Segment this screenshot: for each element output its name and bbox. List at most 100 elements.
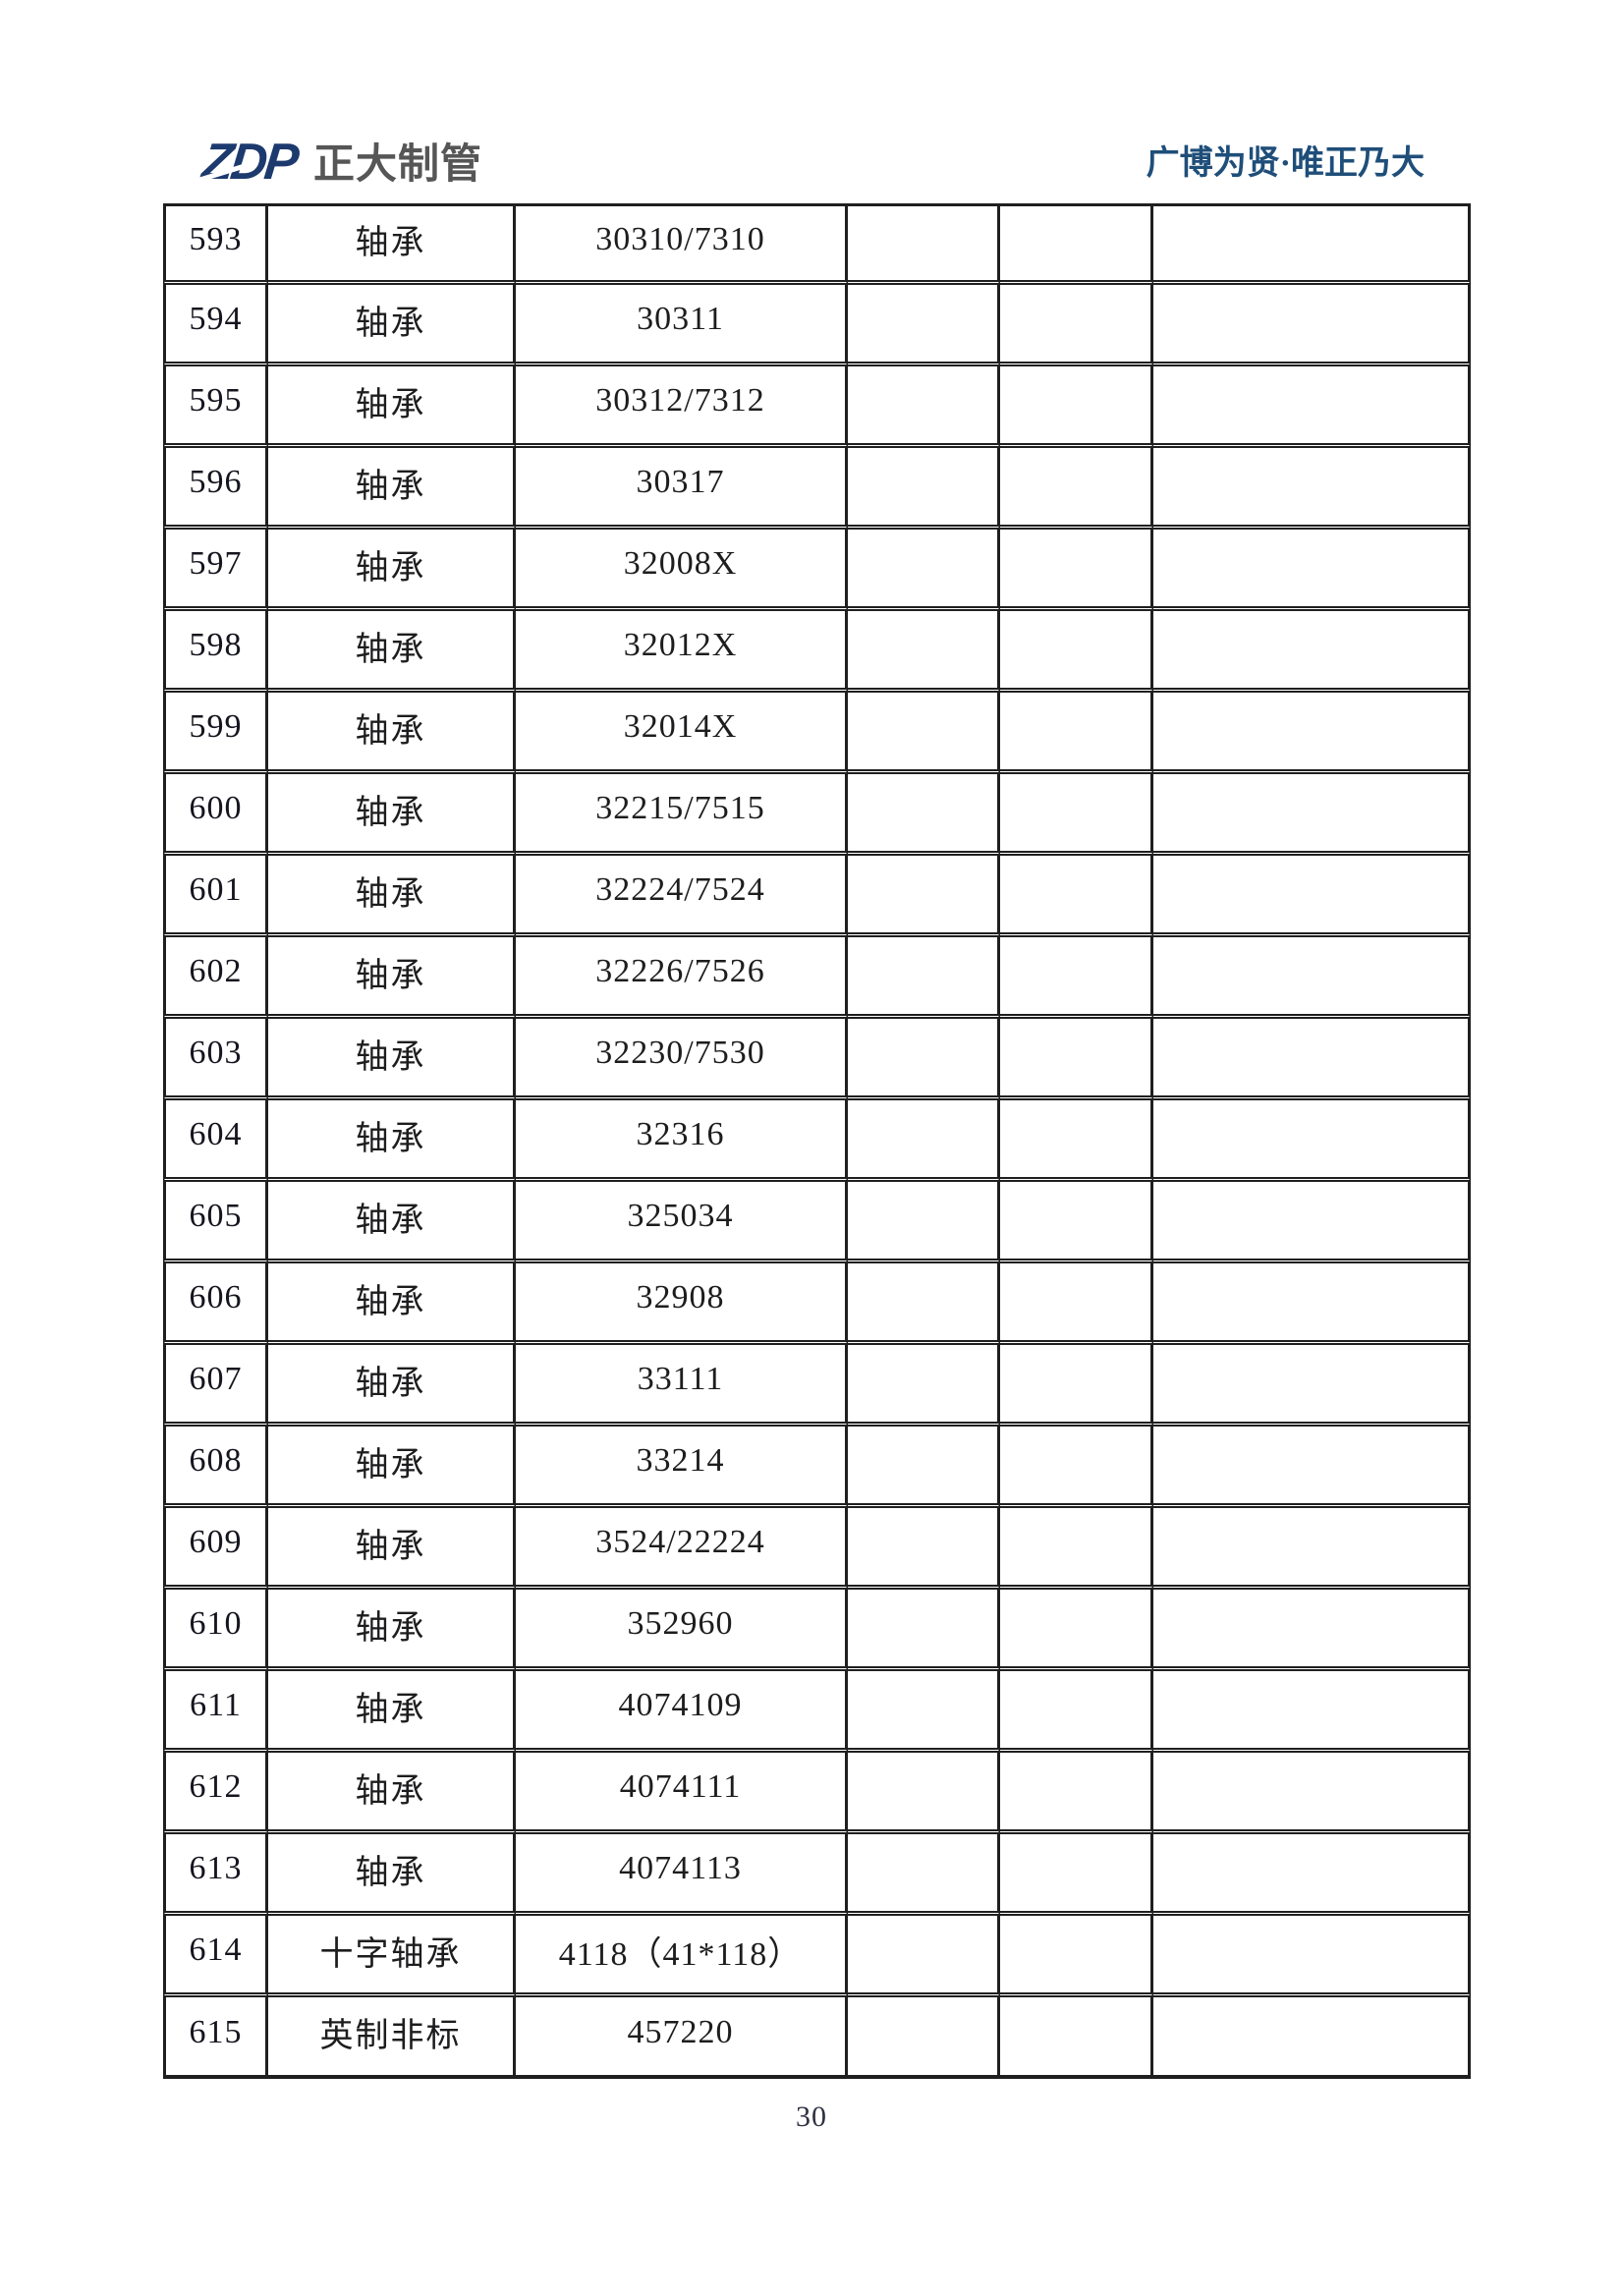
row-number-cell: 608	[163, 1427, 268, 1508]
empty-cell-3	[1153, 1182, 1471, 1263]
model-number-cell: 33214	[516, 1427, 848, 1508]
empty-cell-2	[1000, 203, 1153, 285]
row-number-cell: 595	[163, 366, 268, 448]
item-name-cell: 轴承	[268, 366, 516, 448]
empty-cell-2	[1000, 856, 1153, 937]
table-row: 614 十字轴承 4118（41*118）	[163, 1916, 1471, 1997]
empty-cell-3	[1153, 448, 1471, 530]
item-name-cell: 轴承	[268, 1263, 516, 1345]
model-number-cell: 32224/7524	[516, 856, 848, 937]
empty-cell-2	[1000, 1182, 1153, 1263]
model-number-cell: 30310/7310	[516, 203, 848, 285]
row-number-cell: 615	[163, 1997, 268, 2079]
table-row: 606 轴承 32908	[163, 1263, 1471, 1345]
item-name-cell: 轴承	[268, 1753, 516, 1834]
page-header: ZDP 正大制管 广博为贤·唯正乃大	[0, 0, 1623, 203]
row-number-cell: 610	[163, 1590, 268, 1671]
empty-cell-2	[1000, 285, 1153, 366]
model-number-cell: 325034	[516, 1182, 848, 1263]
empty-cell-3	[1153, 856, 1471, 937]
row-number-cell: 605	[163, 1182, 268, 1263]
table-row: 613 轴承 4074113	[163, 1834, 1471, 1916]
table-row: 597 轴承 32008X	[163, 530, 1471, 611]
empty-cell-2	[1000, 1834, 1153, 1916]
empty-cell-2	[1000, 611, 1153, 693]
empty-cell-2	[1000, 1100, 1153, 1182]
empty-cell-1	[848, 203, 1000, 285]
empty-cell-2	[1000, 1916, 1153, 1997]
table-row: 609 轴承 3524/22224	[163, 1508, 1471, 1590]
table-row: 611 轴承 4074109	[163, 1671, 1471, 1753]
company-logo: ZDP 正大制管	[196, 134, 482, 191]
model-number-cell: 32014X	[516, 693, 848, 774]
row-number-cell: 601	[163, 856, 268, 937]
table-row: 600 轴承 32215/7515	[163, 774, 1471, 856]
item-name-cell: 轴承	[268, 448, 516, 530]
item-name-cell: 十字轴承	[268, 1916, 516, 1997]
logo-zdp-mark: ZDP	[196, 134, 299, 191]
table-row: 608 轴承 33214	[163, 1427, 1471, 1508]
model-number-cell: 32316	[516, 1100, 848, 1182]
empty-cell-3	[1153, 1427, 1471, 1508]
empty-cell-1	[848, 1182, 1000, 1263]
row-number-cell: 600	[163, 774, 268, 856]
model-number-cell: 4074109	[516, 1671, 848, 1753]
table-row: 605 轴承 325034	[163, 1182, 1471, 1263]
empty-cell-1	[848, 285, 1000, 366]
empty-cell-3	[1153, 1590, 1471, 1671]
page-number: 30	[796, 2100, 827, 2133]
empty-cell-2	[1000, 448, 1153, 530]
row-number-cell: 604	[163, 1100, 268, 1182]
table-row: 593 轴承 30310/7310	[163, 203, 1471, 285]
row-number-cell: 609	[163, 1508, 268, 1590]
company-slogan: 广博为贤·唯正乃大	[1146, 145, 1425, 182]
row-number-cell: 594	[163, 285, 268, 366]
empty-cell-2	[1000, 937, 1153, 1019]
empty-cell-1	[848, 693, 1000, 774]
empty-cell-1	[848, 1671, 1000, 1753]
item-name-cell: 轴承	[268, 1345, 516, 1427]
table-row: 599 轴承 32014X	[163, 693, 1471, 774]
empty-cell-1	[848, 1508, 1000, 1590]
model-number-cell: 4074113	[516, 1834, 848, 1916]
empty-cell-2	[1000, 1753, 1153, 1834]
row-number-cell: 598	[163, 611, 268, 693]
empty-cell-1	[848, 1019, 1000, 1100]
empty-cell-3	[1153, 611, 1471, 693]
parts-table-body: 593 轴承 30310/7310 594 轴承 30311 595 轴承 30312/7312…	[163, 203, 1471, 2079]
item-name-cell: 轴承	[268, 693, 516, 774]
item-name-cell: 轴承	[268, 1590, 516, 1671]
empty-cell-1	[848, 448, 1000, 530]
table-row: 601 轴承 32224/7524	[163, 856, 1471, 937]
row-number-cell: 599	[163, 693, 268, 774]
empty-cell-1	[848, 774, 1000, 856]
model-number-cell: 32226/7526	[516, 937, 848, 1019]
empty-cell-3	[1153, 1100, 1471, 1182]
table-row: 596 轴承 30317	[163, 448, 1471, 530]
empty-cell-1	[848, 1345, 1000, 1427]
row-number-cell: 603	[163, 1019, 268, 1100]
empty-cell-3	[1153, 937, 1471, 1019]
table-row: 602 轴承 32226/7526	[163, 937, 1471, 1019]
row-number-cell: 597	[163, 530, 268, 611]
empty-cell-1	[848, 1997, 1000, 2079]
item-name-cell: 轴承	[268, 1182, 516, 1263]
empty-cell-3	[1153, 693, 1471, 774]
item-name-cell: 轴承	[268, 937, 516, 1019]
empty-cell-3	[1153, 1345, 1471, 1427]
row-number-cell: 606	[163, 1263, 268, 1345]
model-number-cell: 32012X	[516, 611, 848, 693]
empty-cell-3	[1153, 1997, 1471, 2079]
empty-cell-2	[1000, 1263, 1153, 1345]
empty-cell-2	[1000, 1590, 1153, 1671]
model-number-cell: 4074111	[516, 1753, 848, 1834]
item-name-cell: 轴承	[268, 1427, 516, 1508]
row-number-cell: 593	[163, 203, 268, 285]
empty-cell-2	[1000, 774, 1153, 856]
empty-cell-1	[848, 1100, 1000, 1182]
empty-cell-2	[1000, 1345, 1153, 1427]
row-number-cell: 613	[163, 1834, 268, 1916]
item-name-cell: 轴承	[268, 203, 516, 285]
item-name-cell: 轴承	[268, 774, 516, 856]
model-number-cell: 30317	[516, 448, 848, 530]
